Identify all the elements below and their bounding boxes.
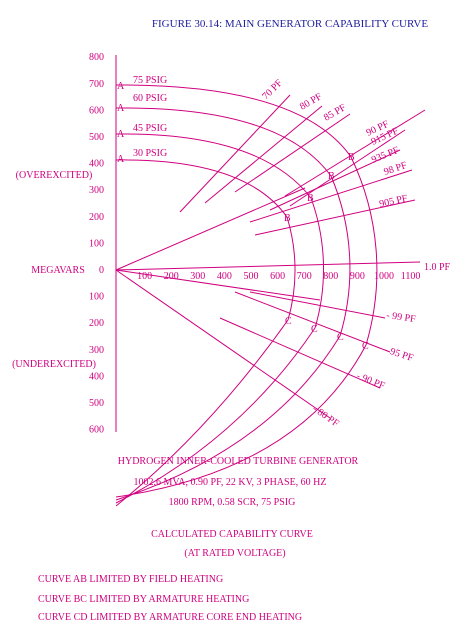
point-b: B [284,213,291,224]
side-label: (UNDEREXCITED) [12,359,96,370]
x-tick-label: 900 [350,271,365,282]
point-a: A [117,103,125,114]
pf-label: 85 PF [322,102,348,124]
y-tick-label: 100 [89,292,104,303]
point-c: C [311,324,318,335]
y-tick-label: 600 [89,425,104,436]
x-tick-label: 1100 [401,271,421,282]
description: (AT RATED VOLTAGE) [184,548,285,559]
pf-label: 1.0 PF [424,262,451,273]
y-tick-label: 200 [89,318,104,329]
description: 1800 RPM, 0.58 SCR, 75 PSIG [169,497,296,508]
note: CURVE BC LIMITED BY ARMATURE HEATING [38,594,249,605]
y-tick-label: 500 [89,132,104,143]
y-tick-label: 0 [99,265,104,276]
y-tick-label: 600 [89,105,104,116]
pf-label: 905 PF [378,193,409,210]
description: HYDROGEN INNER-COOLED TURBINE GENERATOR [118,456,359,467]
y-tick-label: 400 [89,371,104,382]
point-c: C [337,332,344,343]
point-b: B [348,152,355,163]
side-label: (OVEREXCITED) [16,170,93,181]
y-tick-label: 100 [89,238,104,249]
pressure: 60 PSIG [133,93,167,104]
pf-label: - 95 PF [383,344,415,364]
point-c: C [362,341,369,352]
point-a: A [117,154,125,165]
pressure: 45 PSIG [133,123,167,134]
point-b: B [307,193,314,204]
note: CURVE AB LIMITED BY FIELD HEATING [38,574,223,585]
description: 1002.6 MVA, 0.90 PF, 22 KV, 3 PHASE, 60 … [133,477,326,488]
x-tick-label: 200 [164,271,179,282]
description: CALCULATED CAPABILITY CURVE [151,529,313,540]
x-tick-label: 500 [244,271,259,282]
pf-label: 70 PF [260,77,285,102]
pf-label: 80 PF [298,91,324,113]
x-tick-label: 300 [190,271,205,282]
point-a: A [117,129,125,140]
pressure: 75 PSIG [133,75,167,86]
point-a: A [117,81,125,92]
note: CURVE CD LIMITED BY ARMATURE CORE END HE… [38,612,302,623]
y-tick-label: 500 [89,398,104,409]
y-tick-label: 300 [89,345,104,356]
x-tick-label: 400 [217,271,232,282]
y-tick-label: 800 [89,52,104,63]
pressure: 30 PSIG [133,148,167,159]
axis-labels: 8007006005004003002001000100200300400500… [89,52,420,435]
x-tick-label: 600 [270,271,285,282]
pf-label: - 80 PF [310,403,341,429]
x-tick-label: 700 [297,271,312,282]
x-tick-label: 100 [137,271,152,282]
point-b: B [328,171,335,182]
title: FIGURE 30.14: MAIN GENERATOR CAPABILITY … [152,18,428,30]
side-label: MEGAVARS [31,265,85,276]
pf-label: - 90 PF [355,371,387,392]
point-c: C [285,316,292,327]
y-tick-label: 400 [89,159,104,170]
x-tick-label: 1000 [374,271,394,282]
pf-label: - 99 PF [386,310,417,325]
y-tick-label: 700 [89,79,104,90]
y-tick-label: 200 [89,212,104,223]
y-tick-label: 300 [89,185,104,196]
x-tick-label: 800 [323,271,338,282]
curves [115,55,426,507]
